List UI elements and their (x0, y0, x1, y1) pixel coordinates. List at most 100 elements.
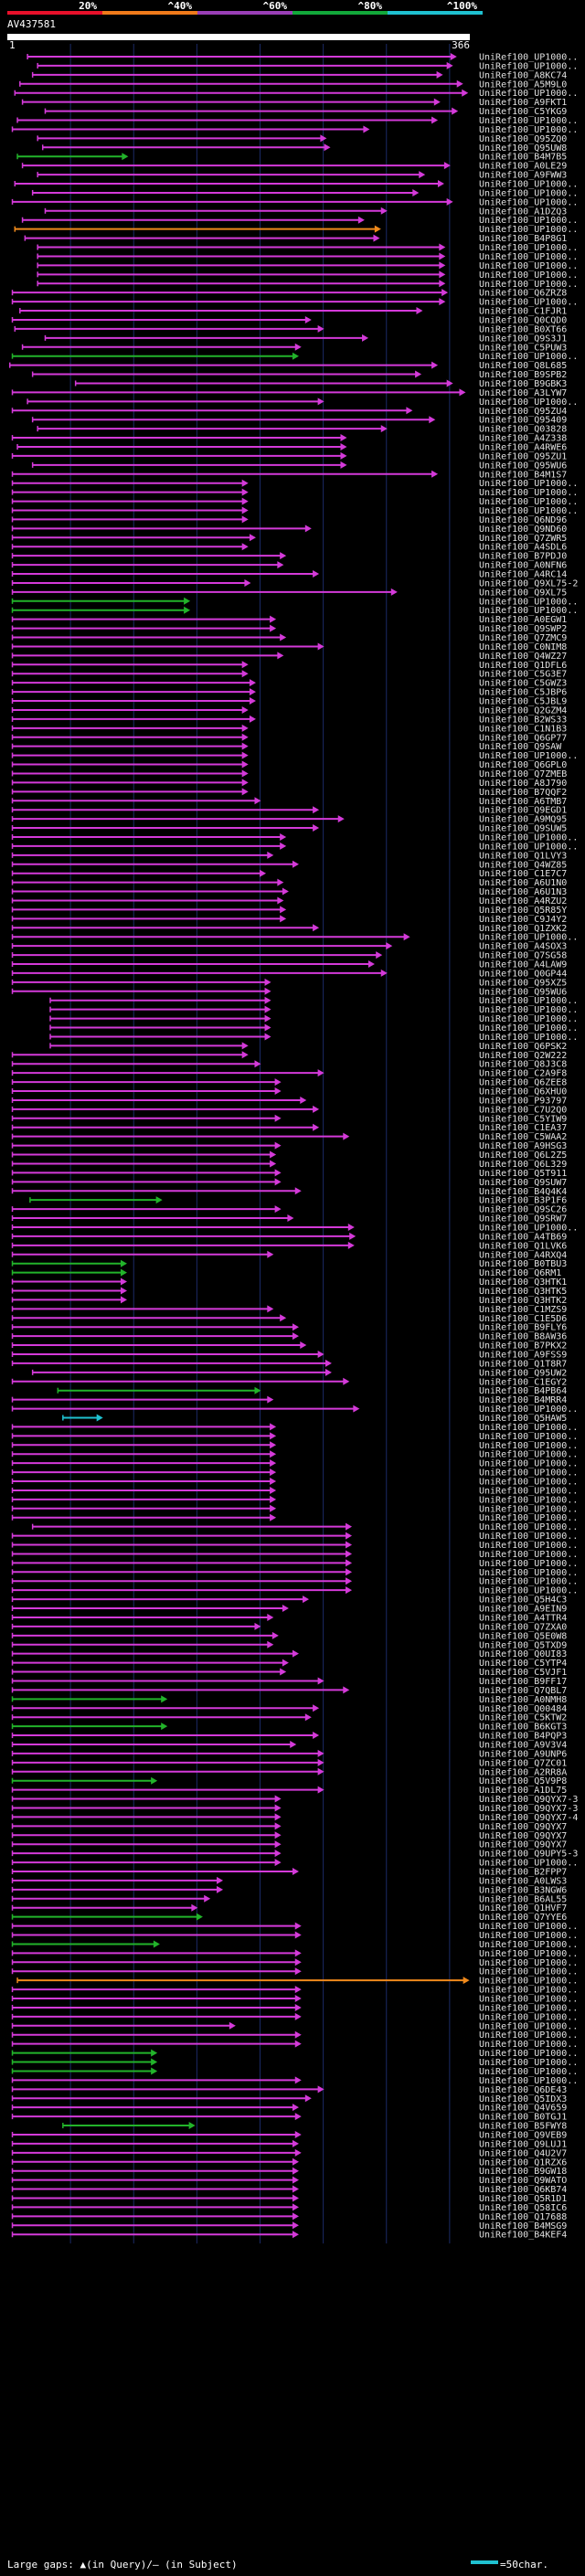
footer-legend: Large gaps: ▲(in Query)/— (in Subject) =… (7, 2559, 548, 2571)
hit-arrow (295, 2013, 302, 2020)
hit-arrow (341, 443, 347, 451)
hit-arrow (343, 1133, 349, 1140)
hit-arrow (295, 344, 302, 351)
hit-arrow (292, 353, 299, 360)
hit-arrow (292, 2140, 299, 2147)
hit-arrow (265, 988, 271, 995)
hit-arrow (313, 1732, 319, 1739)
hit-arrow (275, 1813, 282, 1820)
hit-arrow (324, 143, 331, 151)
hit-arrow (242, 507, 249, 514)
hit-arrow (197, 1913, 203, 1921)
hit-arrow (217, 1877, 223, 1884)
hit-arrow (280, 843, 286, 850)
query-ruler: 1 366 (7, 34, 470, 51)
hit-arrow (267, 1251, 273, 1258)
hit-arrow (295, 2031, 302, 2039)
hit-arrow (459, 388, 465, 396)
scale-label: ^40% (168, 0, 193, 12)
hit-arrow (362, 334, 368, 342)
hit-arrow (267, 852, 273, 859)
hit-arrow (292, 2231, 299, 2238)
gap-legend: Large gaps: ▲(in Query)/— (in Subject) (7, 2559, 238, 2571)
hit-arrow (161, 1695, 167, 1702)
hit-arrow (151, 2050, 157, 2057)
hit-arrow (242, 706, 249, 714)
hit-arrow (295, 1949, 302, 1956)
hit-arrow (439, 280, 445, 287)
hit-arrow (363, 125, 369, 133)
hit-arrow (292, 2177, 299, 2184)
hit-arrow (204, 1895, 210, 1903)
hit-arrow (280, 906, 286, 913)
hit-arrow (242, 725, 249, 732)
scale-label: ^80% (358, 0, 383, 12)
hit-arrow (348, 1242, 355, 1249)
hit-arrow (439, 261, 445, 269)
hit-arrow (305, 2094, 312, 2102)
query-bar (7, 34, 470, 40)
hit-arrow (265, 997, 271, 1004)
hit-arrow (275, 1142, 282, 1150)
hit-arrow (431, 362, 438, 369)
hit-arrow (270, 1496, 276, 1503)
hit-arrow (242, 752, 249, 759)
hit-arrow (280, 1314, 286, 1321)
hit-arrow (270, 625, 276, 632)
hit-arrow (242, 1051, 249, 1058)
hit-arrow (277, 561, 283, 568)
query-start-label: 1 (9, 39, 16, 51)
hit-arrow (270, 1459, 276, 1467)
hit-arrow (275, 1169, 282, 1176)
hit-arrow (184, 598, 190, 605)
hit-arrow (434, 99, 441, 106)
hit-arrow (265, 1006, 271, 1013)
hit-arrow (270, 1487, 276, 1494)
hit-arrow (353, 1405, 359, 1413)
hit-arrow (295, 1958, 302, 1966)
hit-arrow (305, 1713, 312, 1721)
hit-arrow (313, 924, 319, 931)
hit-arrow (265, 1015, 271, 1023)
hit-arrow (292, 1332, 299, 1340)
hit-arrow (97, 1415, 103, 1422)
hit-arrow (358, 217, 365, 224)
hit-arrow (348, 1224, 355, 1231)
hit-arrow (439, 298, 445, 305)
hit-arrow (265, 979, 271, 986)
hit-arrow (292, 2194, 299, 2201)
hit-arrow (343, 1378, 349, 1385)
hit-arrow (292, 1323, 299, 1330)
hit-arrow (346, 1586, 352, 1594)
hit-arrow (437, 71, 443, 79)
chart-title: AV437581 (7, 18, 56, 30)
hit-arrow (270, 1441, 276, 1448)
hit-arrow (242, 743, 249, 750)
hit-arrow (260, 870, 266, 877)
hit-arrow (292, 2221, 299, 2229)
hit-arrow (267, 1396, 273, 1404)
hit-arrow (161, 1723, 167, 1730)
hit-arrow (275, 1850, 282, 1857)
hit-arrow (313, 824, 319, 832)
hit-arrow (295, 1995, 302, 2002)
hit-arrow (270, 1151, 276, 1159)
hit-arrow (438, 180, 444, 187)
hit-arrow (282, 888, 289, 896)
hit-arrow (275, 1859, 282, 1866)
hit-arrow (217, 1886, 223, 1893)
hit-arrow (346, 1568, 352, 1575)
hit-arrow (325, 1369, 332, 1376)
hit-arrow (122, 153, 128, 160)
hit-arrow (242, 779, 249, 786)
hit-arrow (275, 1831, 282, 1839)
hit-arrow (376, 951, 382, 959)
hit-arrow (287, 1214, 293, 1222)
hit-arrow (270, 616, 276, 623)
hit-arrow (346, 1559, 352, 1566)
hit-arrow (290, 1741, 296, 1748)
hit-arrow (282, 1605, 289, 1612)
hit-arrow (292, 2186, 299, 2193)
hit-arrow (349, 1233, 356, 1240)
hit-arrow (250, 688, 256, 695)
